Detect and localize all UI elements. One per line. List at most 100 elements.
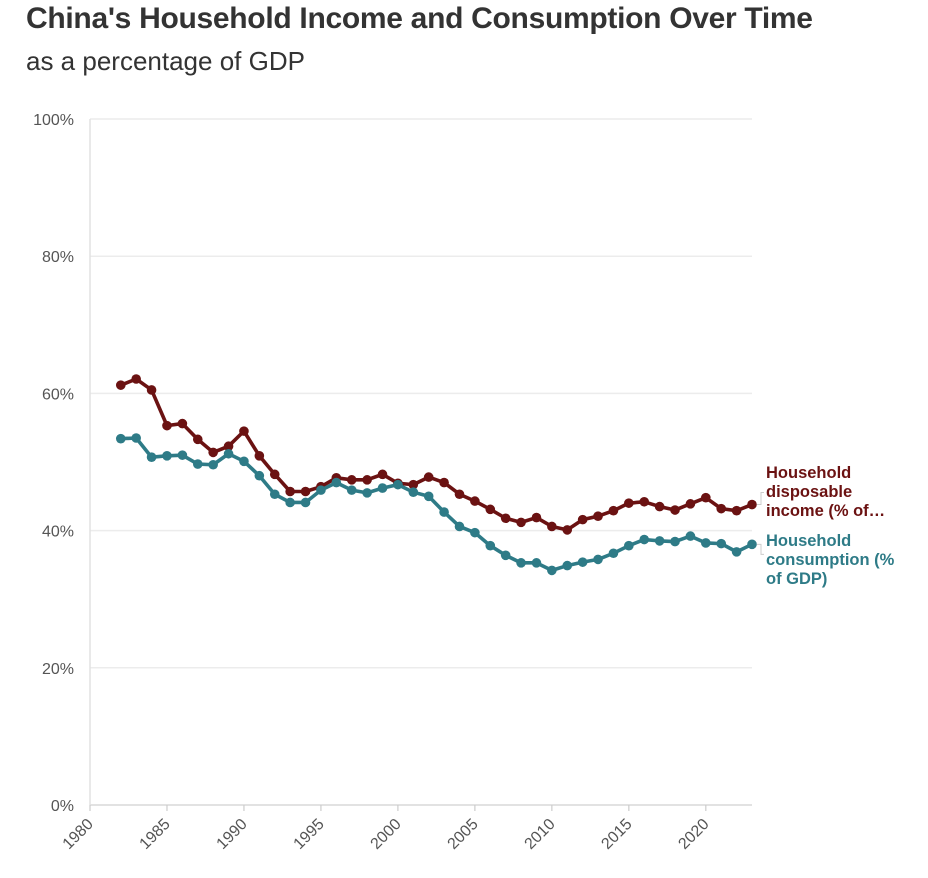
income-data-point	[654, 501, 665, 512]
y-tick-label: 40%	[42, 524, 74, 541]
income-series-label: disposable	[766, 483, 852, 501]
consumption-data-point	[146, 452, 157, 462]
consumption-data-point	[531, 558, 542, 568]
consumption-data-point	[470, 527, 480, 538]
income-data-point	[223, 441, 234, 452]
consumption-data-point	[377, 483, 388, 493]
y-tick-label: 0%	[51, 798, 74, 815]
consumption-data-point	[624, 540, 634, 551]
consumption-data-point	[131, 433, 141, 443]
consumption-data-point	[223, 448, 234, 459]
consumption-label-connector	[757, 543, 764, 555]
income-data-point	[239, 426, 249, 436]
consumption-data-point	[701, 538, 711, 548]
income-data-point	[716, 503, 727, 514]
income-data-point	[254, 451, 265, 461]
consumption-data-point	[239, 456, 249, 467]
y-tick-label: 100%	[33, 112, 74, 129]
x-tick-label: 1995	[291, 816, 328, 853]
consumption-data-point	[516, 558, 526, 568]
y-tick-label: 80%	[42, 249, 74, 266]
income-data-point	[547, 521, 557, 532]
chart-title: China's Household Income and Consumption…	[26, 2, 813, 35]
income-series-label: income (% of…	[766, 502, 885, 520]
consumption-data-point	[485, 540, 496, 551]
income-data-point	[423, 472, 434, 482]
consumption-data-point	[716, 538, 727, 549]
consumption-data-point	[300, 497, 311, 508]
consumption-data-point	[670, 536, 680, 547]
income-data-point	[131, 374, 141, 384]
income-data-point	[362, 475, 372, 485]
income-data-point	[115, 380, 126, 390]
income-data-point	[192, 434, 203, 445]
consumption-data-point	[685, 531, 696, 541]
income-data-point	[516, 517, 526, 528]
consumption-data-point	[115, 433, 126, 444]
consumption-data-point	[593, 554, 603, 565]
income-data-point	[346, 475, 357, 485]
income-data-point	[470, 496, 480, 506]
income-data-point	[269, 469, 280, 480]
x-tick-label: 2015	[598, 816, 635, 853]
consumption-data-point	[439, 507, 449, 517]
consumption-data-point	[500, 550, 511, 561]
consumption-data-point	[316, 485, 326, 495]
y-tick-label: 60%	[42, 386, 74, 403]
income-data-point	[485, 504, 496, 515]
income-data-point	[500, 513, 511, 524]
consumption-data-point	[285, 497, 295, 508]
income-data-point	[639, 496, 650, 507]
income-data-point	[377, 469, 388, 480]
x-tick-label: 2005	[445, 816, 482, 853]
consumption-data-point	[423, 491, 434, 502]
consumption-data-point	[577, 557, 588, 567]
income-data-point	[685, 499, 696, 509]
income-data-point	[439, 477, 449, 488]
income-data-point	[300, 486, 311, 497]
consumption-data-point	[731, 547, 742, 557]
x-tick-label: 1985	[137, 816, 174, 853]
consumption-data-point	[454, 521, 465, 532]
consumption-data-point	[192, 459, 203, 469]
income-data-point	[731, 505, 742, 516]
x-tick-label: 2000	[368, 816, 405, 853]
consumption-data-point	[362, 488, 372, 498]
consumption-series-label: consumption (%	[766, 551, 895, 569]
y-tick-label: 20%	[42, 661, 74, 678]
consumption-data-point	[177, 450, 188, 460]
consumption-data-point	[393, 479, 403, 490]
income-data-point	[146, 385, 157, 395]
income-data-point	[285, 486, 295, 497]
consumption-data-point	[639, 534, 650, 545]
chart-subtitle: as a percentage of GDP	[26, 46, 305, 76]
consumption-data-point	[547, 565, 557, 576]
income-data-point	[162, 420, 172, 431]
consumption-data-point	[331, 477, 342, 488]
consumption-data-point	[269, 489, 280, 500]
income-data-point	[177, 418, 188, 429]
consumption-data-point	[608, 548, 619, 559]
x-tick-label: 1990	[214, 816, 251, 853]
income-data-point	[608, 505, 619, 516]
income-data-point	[562, 525, 573, 535]
income-data-point	[408, 479, 419, 490]
income-data-point	[531, 512, 542, 523]
income-series-label: Household	[766, 464, 851, 482]
consumption-series-label: of GDP)	[766, 570, 827, 588]
consumption-data-point	[346, 485, 357, 495]
consumption-data-point	[562, 560, 573, 571]
income-data-point	[577, 514, 588, 525]
consumption-data-point	[747, 539, 757, 550]
income-label-connector	[757, 492, 764, 506]
consumption-data-point	[408, 487, 419, 497]
consumption-data-point	[162, 451, 172, 461]
income-data-point	[624, 498, 634, 508]
x-tick-label: 1980	[60, 816, 97, 853]
income-data-point	[670, 505, 680, 515]
income-data-point	[701, 492, 711, 503]
income-data-point	[747, 499, 757, 510]
income-data-point	[593, 511, 603, 521]
income-data-point	[208, 447, 218, 458]
x-tick-label: 2020	[675, 816, 712, 853]
